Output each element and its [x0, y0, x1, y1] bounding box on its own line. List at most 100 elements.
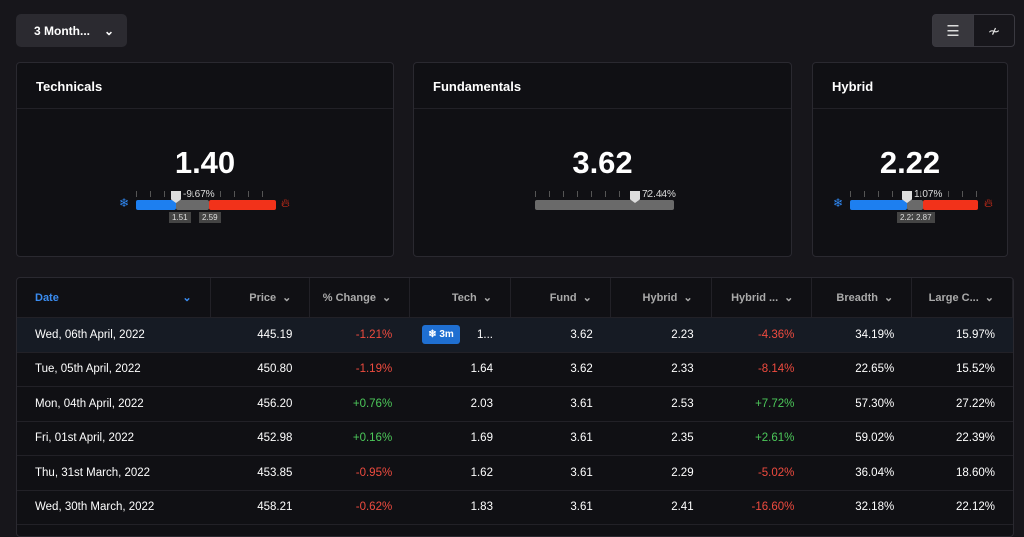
cell-value: Fri, 01st April, 2022 — [35, 432, 135, 445]
data-table: Date ⌄ Price ⌄% Change ⌄ Tech ⌄ Fund ⌄ Hybrid ⌄ Hyb… — [16, 277, 1014, 537]
cell-value: 2.23 — [671, 328, 694, 341]
table-row[interactable]: Tue, 05th April, 2022 450.80 -1.19% 1.64 3.6… — [17, 353, 1013, 387]
table-cell: +7.72% — [712, 387, 813, 421]
cell-value: Wed, 30th March, 2022 — [35, 501, 155, 514]
table-cell: 2.53 — [611, 387, 712, 421]
cell-value: 452.98 — [257, 432, 293, 445]
header-label: Large C... — [928, 291, 979, 304]
cell-value: 27.22% — [955, 397, 995, 410]
table-cell: 2.23 — [611, 318, 712, 352]
table-row[interactable]: Wed, 06th April, 2022 445.19 -1.21% ❄ 3m 1..… — [17, 318, 1013, 353]
table-row[interactable]: Wed, 30th March, 2022 458.21 -0.62% 1.83 3.6… — [17, 491, 1013, 525]
table-cell: 2.03 — [410, 387, 511, 421]
header-label: Fund — [549, 291, 577, 304]
fire-icon: 🔥︎ — [281, 196, 290, 210]
table-cell: 458.21 — [211, 491, 311, 525]
table-cell: 1.69 — [410, 422, 511, 456]
cell-value: -0.95% — [355, 466, 393, 479]
table-row[interactable]: Fri, 01st April, 2022 452.98 +0.16% 1.69 3.6… — [17, 422, 1013, 456]
chevron-down-icon: ⌄ — [883, 292, 894, 304]
cell-value: +0.16% — [352, 432, 393, 445]
cell-value: 456.20 — [257, 397, 293, 410]
cell-value: 453.85 — [257, 466, 293, 479]
table-cell: -1.21% — [310, 318, 410, 352]
table-cell: 2.29 — [611, 456, 712, 490]
cell-value: +2.61% — [755, 432, 795, 445]
table-cell: 27.22% — [912, 387, 1013, 421]
table-cell: 452.98 — [211, 422, 311, 456]
table-cell: 15.97% — [912, 318, 1013, 352]
table-cell: +2.61% — [712, 422, 813, 456]
cell-value: 1... — [477, 328, 493, 341]
header-label: Hybrid — [642, 291, 678, 304]
chevron-down-icon: ⌄ — [381, 292, 392, 304]
column-header[interactable]: Breadth ⌄ — [812, 278, 913, 317]
table-cell: Wed, 06th April, 2022 — [17, 318, 211, 352]
table-cell: 2.41 — [611, 491, 712, 525]
gauge-low: 1.51 — [169, 212, 191, 223]
column-header[interactable]: Hybrid ... ⌄ — [712, 278, 813, 317]
cell-value: 2.03 — [470, 397, 493, 410]
range-dropdown[interactable]: 3 Month... ⌄ — [16, 14, 127, 47]
fundamentals-card: Fundamentals 3.62 72.44% — [413, 62, 792, 257]
cell-value: 15.97% — [955, 328, 995, 341]
column-header[interactable]: Price ⌄ — [211, 278, 311, 317]
cell-value: 3.62 — [570, 363, 593, 376]
table-cell: 3.62 — [511, 318, 611, 352]
range-label: 3 Month... — [34, 23, 90, 38]
table-cell: 2.33 — [611, 353, 712, 387]
table-cell: 456.20 — [211, 387, 311, 421]
table-cell: 34.19% — [812, 318, 912, 352]
column-header[interactable]: Fund ⌄ — [511, 278, 611, 317]
chart-icon: ≁ — [987, 22, 1001, 40]
column-header[interactable]: Hybrid ⌄ — [611, 278, 712, 317]
table-cell: 32.18% — [812, 491, 912, 525]
table-cell: 18.60% — [912, 456, 1013, 490]
header-label: Tech — [451, 291, 477, 304]
chevron-down-icon: ⌄ — [282, 292, 292, 304]
card-title: Fundamentals — [414, 63, 791, 109]
cell-value: -4.36% — [757, 328, 795, 341]
hybrid-card: Hybrid 2.22 ❄ 1.07% 2.22 2.87 🔥︎ — [812, 62, 1008, 257]
cell-value: 36.04% — [855, 466, 895, 479]
technicals-card: Technicals 1.40 ❄ -9.67% 1.51 2.59 🔥︎ — [16, 62, 394, 257]
fundamentals-value: 3.62 — [572, 145, 633, 180]
table-cell: 3.61 — [511, 422, 611, 456]
gauge-pct: 1.07% — [914, 189, 943, 200]
table-cell: -1.19% — [310, 353, 410, 387]
cell-value: 15.52% — [955, 363, 995, 376]
fundamentals-gauge: 72.44% — [535, 189, 676, 211]
gauge-high: 2.59 — [199, 212, 221, 223]
table-row[interactable]: Mon, 04th April, 2022 456.20 +0.76% 2.03 3.6… — [17, 387, 1013, 422]
gauge-pct: 72.44% — [642, 189, 676, 200]
badge-label: 3m — [439, 329, 454, 341]
column-header[interactable]: Large C... ⌄ — [912, 278, 1013, 317]
snowflake-icon: ❄ — [833, 196, 844, 210]
list-view-button[interactable]: ☰ — [932, 14, 974, 47]
table-cell: -0.62% — [310, 491, 410, 525]
table-header: Date ⌄ Price ⌄% Change ⌄ Tech ⌄ Fund ⌄ Hybrid ⌄ Hyb… — [17, 278, 1013, 318]
cell-value: 32.18% — [855, 501, 895, 514]
column-header[interactable]: % Change ⌄ — [310, 278, 411, 317]
table-cell: 36.04% — [812, 456, 912, 490]
cell-value: Thu, 31st March, 2022 — [35, 466, 151, 479]
gauge-pct: -9.67% — [183, 189, 215, 200]
table-cell: -4.36% — [712, 318, 813, 352]
snowflake-badge[interactable]: ❄ 3m — [422, 325, 460, 345]
cell-value: 3.61 — [570, 466, 593, 479]
table-row[interactable]: Thu, 31st March, 2022 453.85 -0.95% 1.62 3.6… — [17, 456, 1013, 491]
column-header[interactable]: Date ⌄ — [17, 278, 211, 317]
card-title: Technicals — [17, 63, 393, 109]
cell-value: -5.02% — [757, 466, 795, 479]
table-cell: 3.61 — [511, 456, 611, 490]
chevron-down-icon: ⌄ — [182, 292, 192, 304]
table-cell: 2.35 — [611, 422, 712, 456]
column-header[interactable]: Tech ⌄ — [410, 278, 511, 317]
cell-value: 22.39% — [955, 432, 995, 445]
table-cell: 1.62 — [410, 456, 511, 490]
header-label: % Change — [322, 291, 376, 304]
chart-view-button[interactable]: ≁ — [973, 14, 1015, 47]
hybrid-gauge: 1.07% 2.22 2.87 — [850, 189, 978, 223]
card-title: Hybrid — [813, 63, 1007, 109]
table-cell: -8.14% — [712, 353, 813, 387]
